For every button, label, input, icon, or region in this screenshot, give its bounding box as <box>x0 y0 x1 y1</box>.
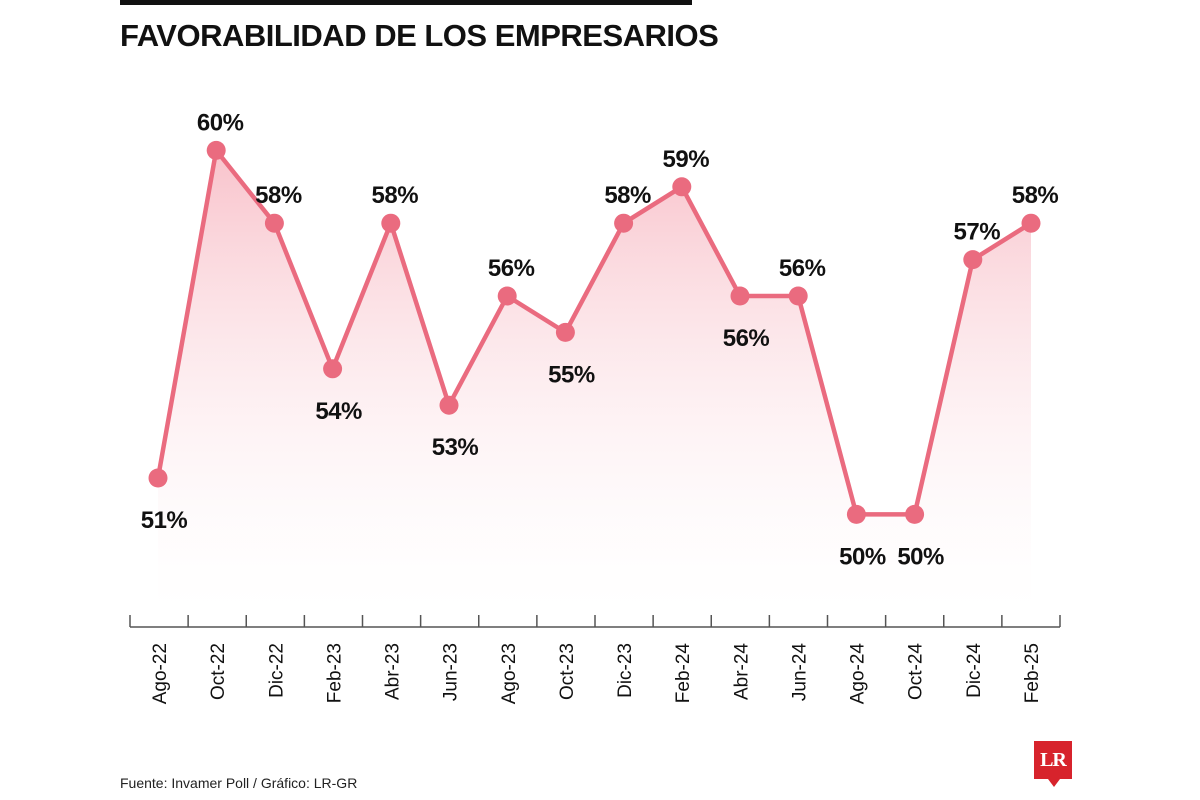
data-point <box>381 213 401 233</box>
x-tick-label: Oct-23 <box>557 643 578 700</box>
data-label: 55% <box>548 361 595 388</box>
data-label: 50% <box>897 543 944 570</box>
data-label: 57% <box>954 219 1001 246</box>
data-point <box>963 250 983 270</box>
data-point <box>1021 213 1041 233</box>
x-tick-label: Dic-24 <box>964 643 985 698</box>
source-note: Fuente: Invamer Poll / Gráfico: LR-GR <box>120 775 358 791</box>
data-label: 59% <box>663 146 710 173</box>
x-tick-label: Oct-24 <box>906 643 927 700</box>
x-tick-label: Feb-23 <box>324 643 345 703</box>
data-label: 58% <box>604 182 651 209</box>
title-top-rule <box>120 0 692 5</box>
x-tick-label: Abr-24 <box>731 643 752 700</box>
data-point <box>614 213 634 233</box>
x-tick-label: Ago-22 <box>150 643 171 704</box>
x-tick-label: Feb-25 <box>1022 643 1043 703</box>
data-label: 50% <box>839 543 886 570</box>
data-point <box>439 395 459 415</box>
x-tick-label: Dic-22 <box>266 643 287 698</box>
data-point <box>264 213 284 233</box>
data-label: 51% <box>141 507 188 534</box>
data-label: 56% <box>723 325 770 352</box>
data-point <box>672 177 692 197</box>
data-label: 54% <box>315 398 362 425</box>
data-point <box>555 322 575 342</box>
x-tick-label: Abr-23 <box>383 643 404 700</box>
data-point <box>323 359 343 379</box>
data-point <box>497 286 517 306</box>
data-label: 56% <box>779 255 826 282</box>
data-point <box>846 504 866 524</box>
data-point <box>905 504 925 524</box>
data-label: 58% <box>255 182 302 209</box>
data-point <box>206 140 226 160</box>
data-point <box>148 468 168 488</box>
lr-logo: LR <box>1034 741 1072 787</box>
x-tick-label: Jun-24 <box>789 643 810 702</box>
data-label: 53% <box>432 434 479 461</box>
x-tick-label: Jun-23 <box>441 643 462 701</box>
data-label: 58% <box>1012 182 1059 209</box>
x-tick-label: Ago-23 <box>499 643 520 704</box>
x-tick-label: Feb-24 <box>673 643 694 704</box>
chart-title: FAVORABILIDAD DE LOS EMPRESARIOS <box>120 18 719 53</box>
series-line <box>155 148 1034 517</box>
data-label: 58% <box>372 182 419 209</box>
data-label: 60% <box>197 109 244 136</box>
x-tick-label: Ago-24 <box>848 643 869 705</box>
x-tick-label: Oct-22 <box>208 643 229 700</box>
data-label: 56% <box>488 255 535 282</box>
x-tick-label: Dic-23 <box>615 643 636 698</box>
data-point <box>788 286 808 306</box>
area-fill <box>158 150 1031 612</box>
data-point <box>730 286 750 306</box>
